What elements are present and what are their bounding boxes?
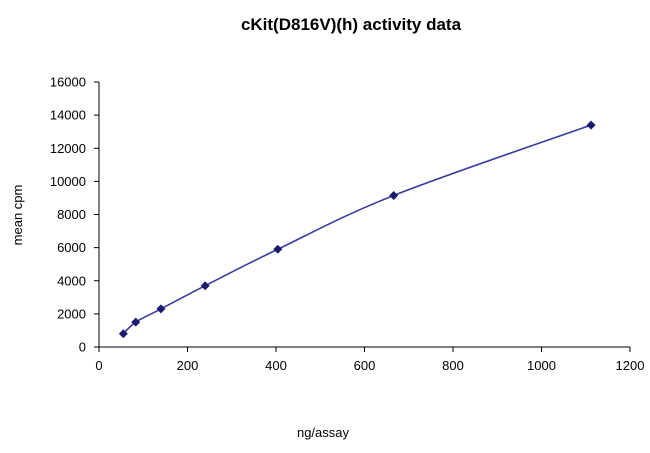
y-tick-label: 4000 <box>57 273 86 288</box>
data-point <box>273 244 283 254</box>
x-axis-label: ng/assay <box>297 425 350 440</box>
y-tick-label: 8000 <box>57 207 86 222</box>
data-point <box>586 120 596 130</box>
data-point <box>156 304 166 314</box>
x-tick-label: 0 <box>95 358 102 373</box>
y-tick-label: 16000 <box>50 75 86 90</box>
y-axis-label: mean cpm <box>10 185 25 246</box>
x-tick-label: 800 <box>442 358 464 373</box>
y-tick-label: 0 <box>79 340 86 355</box>
x-tick-label: 1200 <box>616 358 645 373</box>
x-tick-label: 400 <box>265 358 287 373</box>
data-point <box>200 281 210 291</box>
x-axis-ticks: 0 200 400 600 800 1000 1200 <box>95 347 644 373</box>
data-point <box>389 190 399 200</box>
y-tick-label: 2000 <box>57 306 86 321</box>
y-axis-ticks: 0 2000 4000 6000 8000 10000 12000 14000 16000 <box>50 75 99 355</box>
y-tick-label: 10000 <box>50 174 86 189</box>
x-tick-label: 1000 <box>527 358 556 373</box>
data-points <box>118 120 596 339</box>
data-point <box>118 329 128 339</box>
data-point <box>131 317 141 327</box>
fit-curve <box>122 124 592 335</box>
y-tick-label: 6000 <box>57 240 86 255</box>
y-tick-label: 12000 <box>50 141 86 156</box>
y-tick-label: 14000 <box>50 108 86 123</box>
x-tick-label: 200 <box>177 358 199 373</box>
x-tick-label: 600 <box>354 358 376 373</box>
chart-title: cKit(D816V)(h) activity data <box>241 15 462 34</box>
